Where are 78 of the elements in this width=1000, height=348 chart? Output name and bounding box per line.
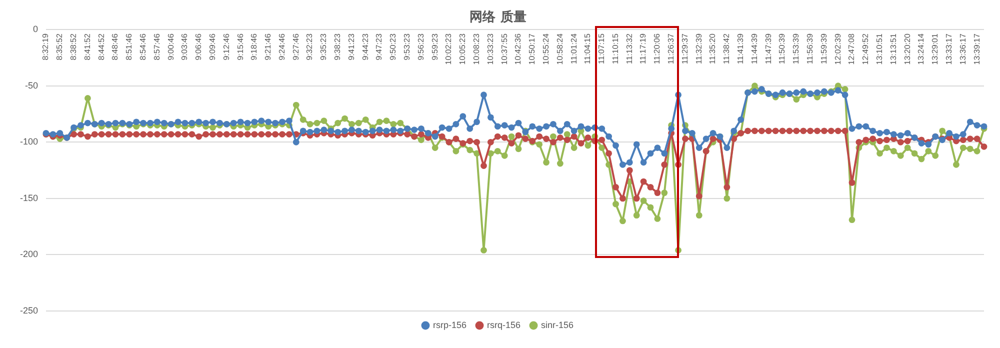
x-tick-label: 9:24:46 [277,33,286,60]
x-tick-label: 13:33:17 [944,33,954,65]
x-tick-label: 13:10:51 [874,33,884,65]
x-tick-label: 12:47:08 [847,33,856,65]
x-tick-label: 12:49:52 [861,33,870,65]
x-tick-label: 9:50:23 [388,33,398,60]
x-tick-label: 9:09:46 [208,33,217,60]
y-tick-label: -200 [20,249,38,260]
x-tick-label: 13:20:20 [902,33,912,65]
x-tick-label: 9:56:23 [416,33,426,60]
x-tick-label: 8:57:46 [152,33,162,60]
x-tick-label: 11:32:39 [694,33,704,64]
x-tick-label: 8:32:19 [41,33,50,60]
x-tick-label: 9:59:23 [430,33,440,60]
x-tick-label: 13:13:51 [888,33,898,65]
x-tick-label: 9:53:23 [402,33,412,60]
x-tick-label: 10:55:24 [541,33,550,65]
x-tick-label: 11:53:39 [792,33,801,64]
x-tick-label: 10:37:55 [500,33,509,65]
x-tick-label: 9:12:46 [222,33,231,60]
x-tick-label: 11:59:39 [819,33,828,64]
x-tick-label: 11:10:15 [610,33,620,64]
x-tick-label: 11:29:37 [680,33,690,64]
x-tick-label: 9:27:46 [291,33,300,60]
x-tick-label: 8:54:46 [138,33,148,60]
x-tick-label: 9:06:46 [194,33,204,60]
y-tick-label: -100 [20,136,38,147]
x-tick-label: 9:18:46 [250,33,259,60]
x-tick-label: 11:17:19 [638,33,648,64]
chart-title: 网络 质量 [470,9,526,26]
x-tick-label: 13:29:01 [930,33,940,65]
x-tick-label: 10:02:23 [444,33,454,65]
x-tick-label: 11:01:24 [569,33,578,64]
x-tick-label: 10:33:23 [486,33,495,65]
x-tick-label: 12:02:39 [833,33,842,65]
x-tick-label: 11:41:39 [736,33,746,64]
x-tick-label: 10:08:23 [472,33,481,65]
x-tick-label: 9:32:23 [305,33,314,60]
y-tick-label: 0 [33,24,38,34]
x-tick-label: 9:47:23 [374,33,384,60]
x-tick-label: 11:07:15 [597,33,606,64]
legend-label: rsrq-156 [486,320,521,330]
x-tick-label: 9:21:46 [264,33,273,60]
x-tick-label: 9:44:23 [360,33,370,60]
x-tick-label: 8:35:52 [55,33,64,60]
y-tick-label: -250 [20,305,38,316]
x-tick-label: 10:42:36 [514,33,523,65]
x-tick-label: 13:24:14 [916,33,926,65]
x-tick-label: 11:47:39 [764,33,773,64]
x-tick-label: 9:00:46 [166,33,176,60]
x-tick-label: 9:03:46 [180,33,190,60]
x-tick-label: 10:58:24 [555,33,564,65]
x-tick-label: 11:44:39 [750,33,759,64]
x-tick-label: 11:20:06 [652,33,662,64]
y-tick-label: -50 [25,80,38,90]
x-tick-label: 8:48:46 [110,33,120,60]
x-tick-label: 10:05:23 [458,33,468,65]
legend-label: rsrp-156 [432,320,466,330]
x-tick-label: 8:44:52 [96,33,106,60]
x-tick-label: 9:41:23 [346,33,356,60]
x-tick-label: 11:56:39 [806,33,814,64]
x-tick-label: 11:04:15 [583,33,592,64]
legend-label: sinr-156 [541,320,574,330]
x-tick-label: 8:38:52 [69,33,78,60]
x-tick-label: 11:26:37 [666,33,676,64]
y-tick-label: -150 [20,192,38,203]
x-tick-label: 9:15:46 [236,33,245,60]
x-tick-label: 8:41:52 [82,33,92,60]
x-tick-label: 13:39:17 [972,33,982,65]
x-tick-label: 11:35:20 [708,33,718,64]
x-tick-label: 10:50:17 [528,33,537,65]
x-tick-label: 11:13:32 [624,33,634,64]
x-tick-label: 8:51:46 [124,33,134,60]
x-tick-label: 11:50:39 [778,33,787,64]
x-tick-label: 13:36:17 [958,33,968,65]
x-tick-label: 9:35:23 [319,33,328,60]
x-tick-label: 9:38:23 [333,33,342,60]
x-tick-label: 11:38:42 [722,33,732,64]
